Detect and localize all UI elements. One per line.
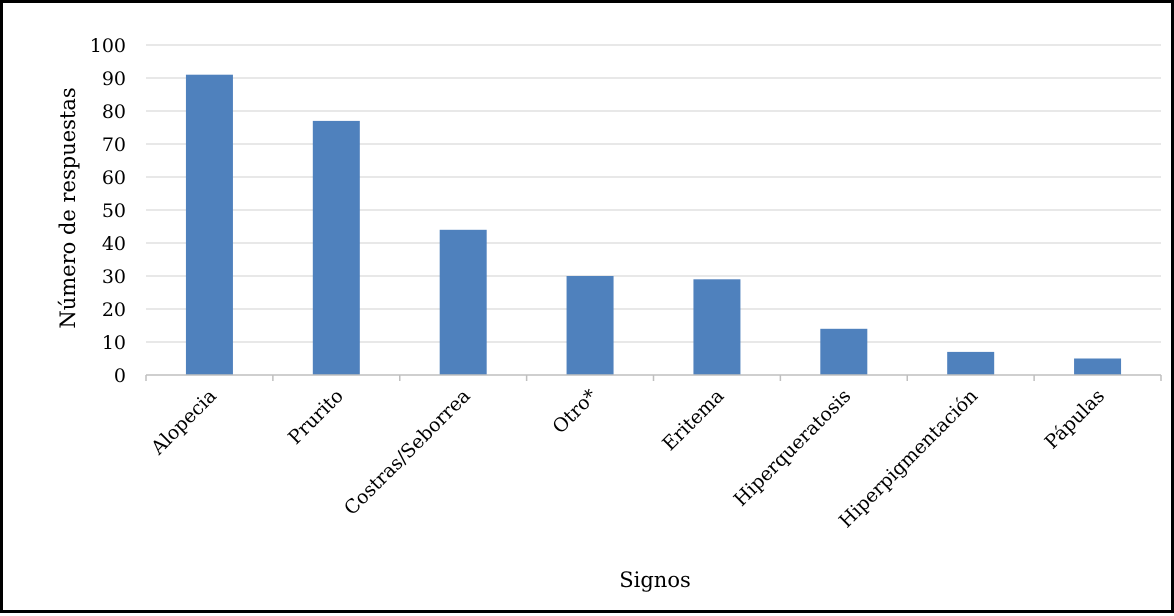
- bar: [312, 120, 360, 376]
- y-axis-ticks: 0 10 20 30 40 50 60 70 80 90 100: [90, 35, 126, 387]
- x-axis-title: Signos: [619, 568, 691, 592]
- y-tick-label: 40: [102, 233, 126, 255]
- y-tick-label: 50: [102, 200, 126, 222]
- x-axis: [145, 374, 1162, 381]
- gridlines: [146, 44, 1161, 343]
- x-tick-label: Hiperpigmentación: [835, 385, 982, 532]
- y-tick-label: 100: [90, 35, 126, 57]
- y-tick-label: 0: [114, 365, 126, 387]
- y-tick-label: 60: [102, 167, 126, 189]
- bar: [185, 74, 233, 375]
- y-axis-title: Número de respuestas: [56, 87, 80, 328]
- bar: [439, 229, 487, 375]
- x-tick-label: Otro*: [548, 385, 602, 439]
- y-tick-label: 90: [102, 68, 126, 90]
- bar: [947, 351, 995, 375]
- x-tick-label: Hiperqueratosis: [730, 385, 856, 511]
- x-tick-label: Prurito: [284, 385, 348, 449]
- y-tick-label: 20: [102, 299, 126, 321]
- y-tick-label: 30: [102, 266, 126, 288]
- y-tick-label: 80: [102, 101, 126, 123]
- bar: [820, 328, 868, 375]
- x-tick-label: Pápulas: [1041, 385, 1109, 453]
- bar: [1074, 358, 1122, 375]
- bars: [185, 74, 1122, 376]
- x-tick-label: Costras/Seborrea: [340, 385, 475, 520]
- x-tick-label: Eritema: [658, 385, 728, 455]
- bar: [693, 279, 741, 375]
- y-tick-label: 10: [102, 332, 126, 354]
- bar: [566, 276, 614, 375]
- x-tick-label: Alopecia: [146, 385, 221, 460]
- y-tick-label: 70: [102, 134, 126, 156]
- bar-chart: 0 10 20 30 40 50 60 70 80 90 100 Alopecia PruritoCo…: [56, 35, 1162, 592]
